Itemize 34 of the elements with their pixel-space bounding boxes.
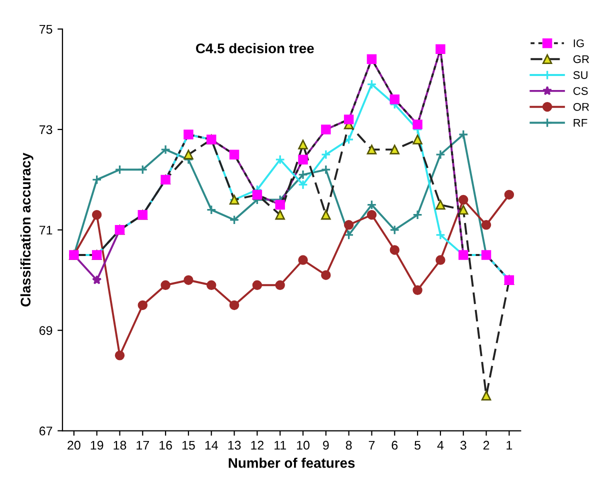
legend-label: RF xyxy=(574,119,588,127)
x-tick-label: 17 xyxy=(136,440,149,450)
legend-label: CS xyxy=(573,87,588,95)
legend-label: IG xyxy=(574,39,584,48)
x-tick-label: 6 xyxy=(392,440,398,450)
x-tick-label: 12 xyxy=(251,440,264,450)
y-tick-label: 67 xyxy=(39,426,52,436)
legend-label: GR xyxy=(573,55,589,64)
x-tick-label: 8 xyxy=(346,440,352,450)
x-tick-label: 20 xyxy=(68,440,80,450)
y-tick-label: 75 xyxy=(39,24,52,34)
x-tick-label: 16 xyxy=(160,440,172,450)
x-tick-label: 18 xyxy=(114,440,126,450)
x-tick-label: 11 xyxy=(274,440,286,450)
x-tick-label: 10 xyxy=(297,440,310,450)
x-tick-label: 2 xyxy=(483,440,490,450)
x-tick-label: 13 xyxy=(228,440,241,450)
x-tick-label: 3 xyxy=(460,440,466,450)
y-tick-label: 69 xyxy=(39,326,52,335)
x-tick-label: 7 xyxy=(368,440,375,450)
x-axis-title: Number of features xyxy=(228,458,355,468)
legend-label: SU xyxy=(573,71,588,80)
x-tick-label: 5 xyxy=(414,440,420,450)
y-tick-label: 71 xyxy=(39,226,52,234)
y-axis-title: Classification accuracy xyxy=(20,152,34,307)
y-tick-label: 73 xyxy=(39,125,52,134)
x-tick-label: 9 xyxy=(323,440,329,450)
x-tick-label: 14 xyxy=(205,440,218,450)
x-tick-label: 15 xyxy=(182,440,195,450)
legend-label: OR xyxy=(573,102,589,111)
text: C4.5 decision tree xyxy=(196,43,314,54)
x-tick-label: 1 xyxy=(506,440,512,450)
x-tick-label: 19 xyxy=(90,440,104,450)
x-tick-label: 4 xyxy=(437,440,444,450)
